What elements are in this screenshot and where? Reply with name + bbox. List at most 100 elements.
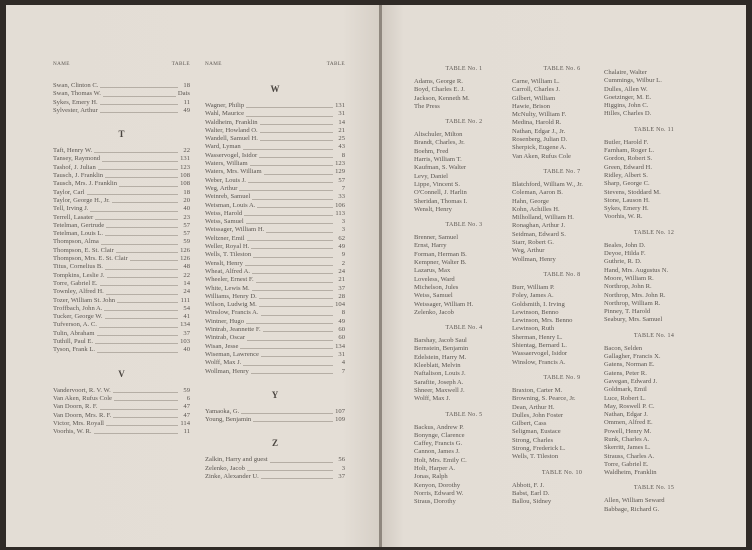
- guest-name: Tompkins, Leslie J.: [53, 271, 105, 279]
- guest-name: Wintrab, Jeannette F.: [205, 326, 261, 334]
- leader-line: [243, 364, 333, 366]
- table-number: 24: [183, 288, 190, 296]
- table-column: TABLE No. 1 Adams, George R. Boyd, Charles…: [414, 60, 514, 511]
- table-group: TABLE No. 15 Allen, William Seward Babbage…: [604, 482, 704, 514]
- seated-guest: Luce, Robert L.: [604, 394, 646, 402]
- guest-entry: Titus, Cornelius B. 48: [53, 263, 190, 271]
- leader-line: [95, 343, 178, 345]
- leader-line: [251, 248, 333, 250]
- guest-entry: Tompkins, Leslie J. 22: [53, 272, 190, 280]
- guest-name: Wollman, Henry: [205, 367, 249, 375]
- leader-line: [269, 461, 333, 463]
- table-number: 126: [180, 246, 190, 254]
- seated-guest: Wells, T. Tileston: [512, 453, 559, 461]
- leader-line: [113, 416, 178, 418]
- leader-line: [100, 243, 178, 245]
- guest-entry: Zalkin, Harry and guest 56: [205, 456, 345, 464]
- table-number: 60: [338, 334, 345, 342]
- guest-entry: Wollman, Henry 7: [205, 368, 345, 376]
- seated-guest: Brenner, Samuel: [414, 234, 459, 242]
- guest-name: Walter, Howland O.: [205, 126, 258, 134]
- seated-guest: Pinney, T. Harold: [604, 308, 651, 316]
- guest-name: Yamaoka, G.: [205, 407, 240, 415]
- leader-line: [115, 252, 178, 254]
- seated-guest: McNulty, William F.: [512, 111, 567, 119]
- guest-entry: Weltzner, Emil 62: [205, 235, 345, 243]
- guest-entry: Waldheim, Franklin 14: [205, 119, 345, 127]
- guest-entry: Wintrab, Oscar 60: [205, 334, 345, 342]
- seated-guest: Gordon, Robert S.: [604, 155, 653, 163]
- table-group: TABLE No. 14 Bacon, Selden Gallagher, Fran…: [604, 330, 704, 478]
- leader-line: [247, 339, 333, 341]
- leader-line: [253, 256, 333, 258]
- table-number: 131: [180, 155, 190, 163]
- leader-line: [117, 301, 178, 303]
- table-number: 113: [335, 209, 345, 217]
- leader-line: [97, 351, 178, 353]
- guest-entry: Van Doorn, Mrs. R. F. 47: [53, 412, 190, 420]
- guest-entry: Tozer, William St. John 111: [53, 297, 190, 305]
- seated-guest: Deyoe, Hilda F.: [604, 250, 646, 258]
- guest-entry: Vandervoort, R. V. W. 59: [53, 387, 190, 395]
- table-number: Dais: [177, 90, 190, 98]
- guest-name: Tetelman, Gertrude: [53, 221, 105, 229]
- table-number: 104: [335, 301, 345, 309]
- guest-name: Taylor, George H., Jr.: [53, 196, 110, 204]
- leader-line: [106, 276, 178, 278]
- seated-guest: Strong, Charles: [512, 436, 554, 444]
- guest-name: Wheat, Alfred A.: [205, 267, 251, 275]
- seated-guest: Jonas, Ralph: [414, 473, 448, 481]
- seated-guest: Seidman, Edward S.: [512, 230, 566, 238]
- table-number: 59: [183, 238, 190, 246]
- seated-guest: Burr, William P.: [512, 283, 555, 291]
- guest-entry: Troffbach, John A. 54: [53, 305, 190, 313]
- guest-name: Victor, Mrs. Royall: [53, 419, 104, 427]
- guest-entry: Tulin, Abraham 37: [53, 330, 190, 338]
- seated-guest: Guthrie, R. D.: [604, 258, 642, 266]
- table-number: 21: [338, 126, 345, 134]
- guest-entry: Wahl, Maurice 31: [205, 110, 345, 118]
- leader-line: [251, 289, 333, 291]
- leader-line: [99, 103, 178, 105]
- guest-name: Titus, Cornelius B.: [53, 263, 103, 271]
- guest-entry: Tell, Irving J. 40: [53, 205, 190, 213]
- guest-entry: Wasservogel, Isidor 8: [205, 152, 345, 160]
- leader-line: [246, 107, 333, 109]
- guest-entry: Walter, Howland O. 21: [205, 127, 345, 135]
- guest-entry: Wagner, Philip 131: [205, 102, 345, 110]
- seated-guest: Sharp, George C.: [604, 180, 650, 188]
- seated-guest: Dulles, John Foster: [512, 411, 564, 419]
- table-group: TABLE No. 10 Abbott, F. J. Babst, Earl D. B…: [512, 467, 612, 507]
- guest-entry: Tetelman, Louis L. 57: [53, 230, 190, 238]
- guest-name: Tausch, J. Franklin: [53, 172, 104, 180]
- table-number: 3: [341, 464, 345, 472]
- seated-guest: Seligman, Eustace: [512, 428, 561, 436]
- seated-guest: Torre, Gabriel E.: [604, 460, 649, 468]
- seated-guest: Farnham, Roger L.: [604, 147, 655, 155]
- table-number: 41: [183, 313, 190, 321]
- guest-entry: Yamaoka, G. 107: [205, 408, 345, 416]
- table-number: 3: [341, 218, 345, 226]
- table-number: 11: [183, 98, 190, 106]
- seated-guest: Lazarus, Max: [414, 267, 451, 275]
- guest-name: Voorhis, W. R.: [53, 428, 92, 436]
- guest-entry: Wisan, Jesse 134: [205, 343, 345, 351]
- guest-name: Van Doorn, Mrs. R. F.: [53, 411, 112, 419]
- book-gutter: [379, 5, 383, 547]
- leader-line: [113, 400, 178, 402]
- table-number: 134: [180, 321, 190, 329]
- seated-guest: Strong, Frederick L.: [512, 444, 566, 452]
- guest-entry: Tetelman, Gertrude 57: [53, 222, 190, 230]
- guest-name: Swan, Thomas W.: [53, 90, 101, 98]
- leader-line: [255, 281, 333, 283]
- leader-line: [102, 95, 176, 97]
- seated-guest: Lewinson, Mrs. Benno: [512, 317, 573, 325]
- table-number: 33: [338, 193, 345, 201]
- guest-name: Taft, Henry W.: [53, 147, 93, 155]
- seated-guest: Abbott, F. J.: [512, 481, 545, 489]
- guest-name: Tufverson, A. C.: [53, 321, 97, 329]
- seated-guest: Sarafite, Joseph A.: [414, 378, 464, 386]
- seated-guest: Straus, Dorothy: [414, 498, 456, 506]
- guest-name: Torre, Gabriel E.: [53, 279, 98, 287]
- leader-line: [266, 231, 333, 233]
